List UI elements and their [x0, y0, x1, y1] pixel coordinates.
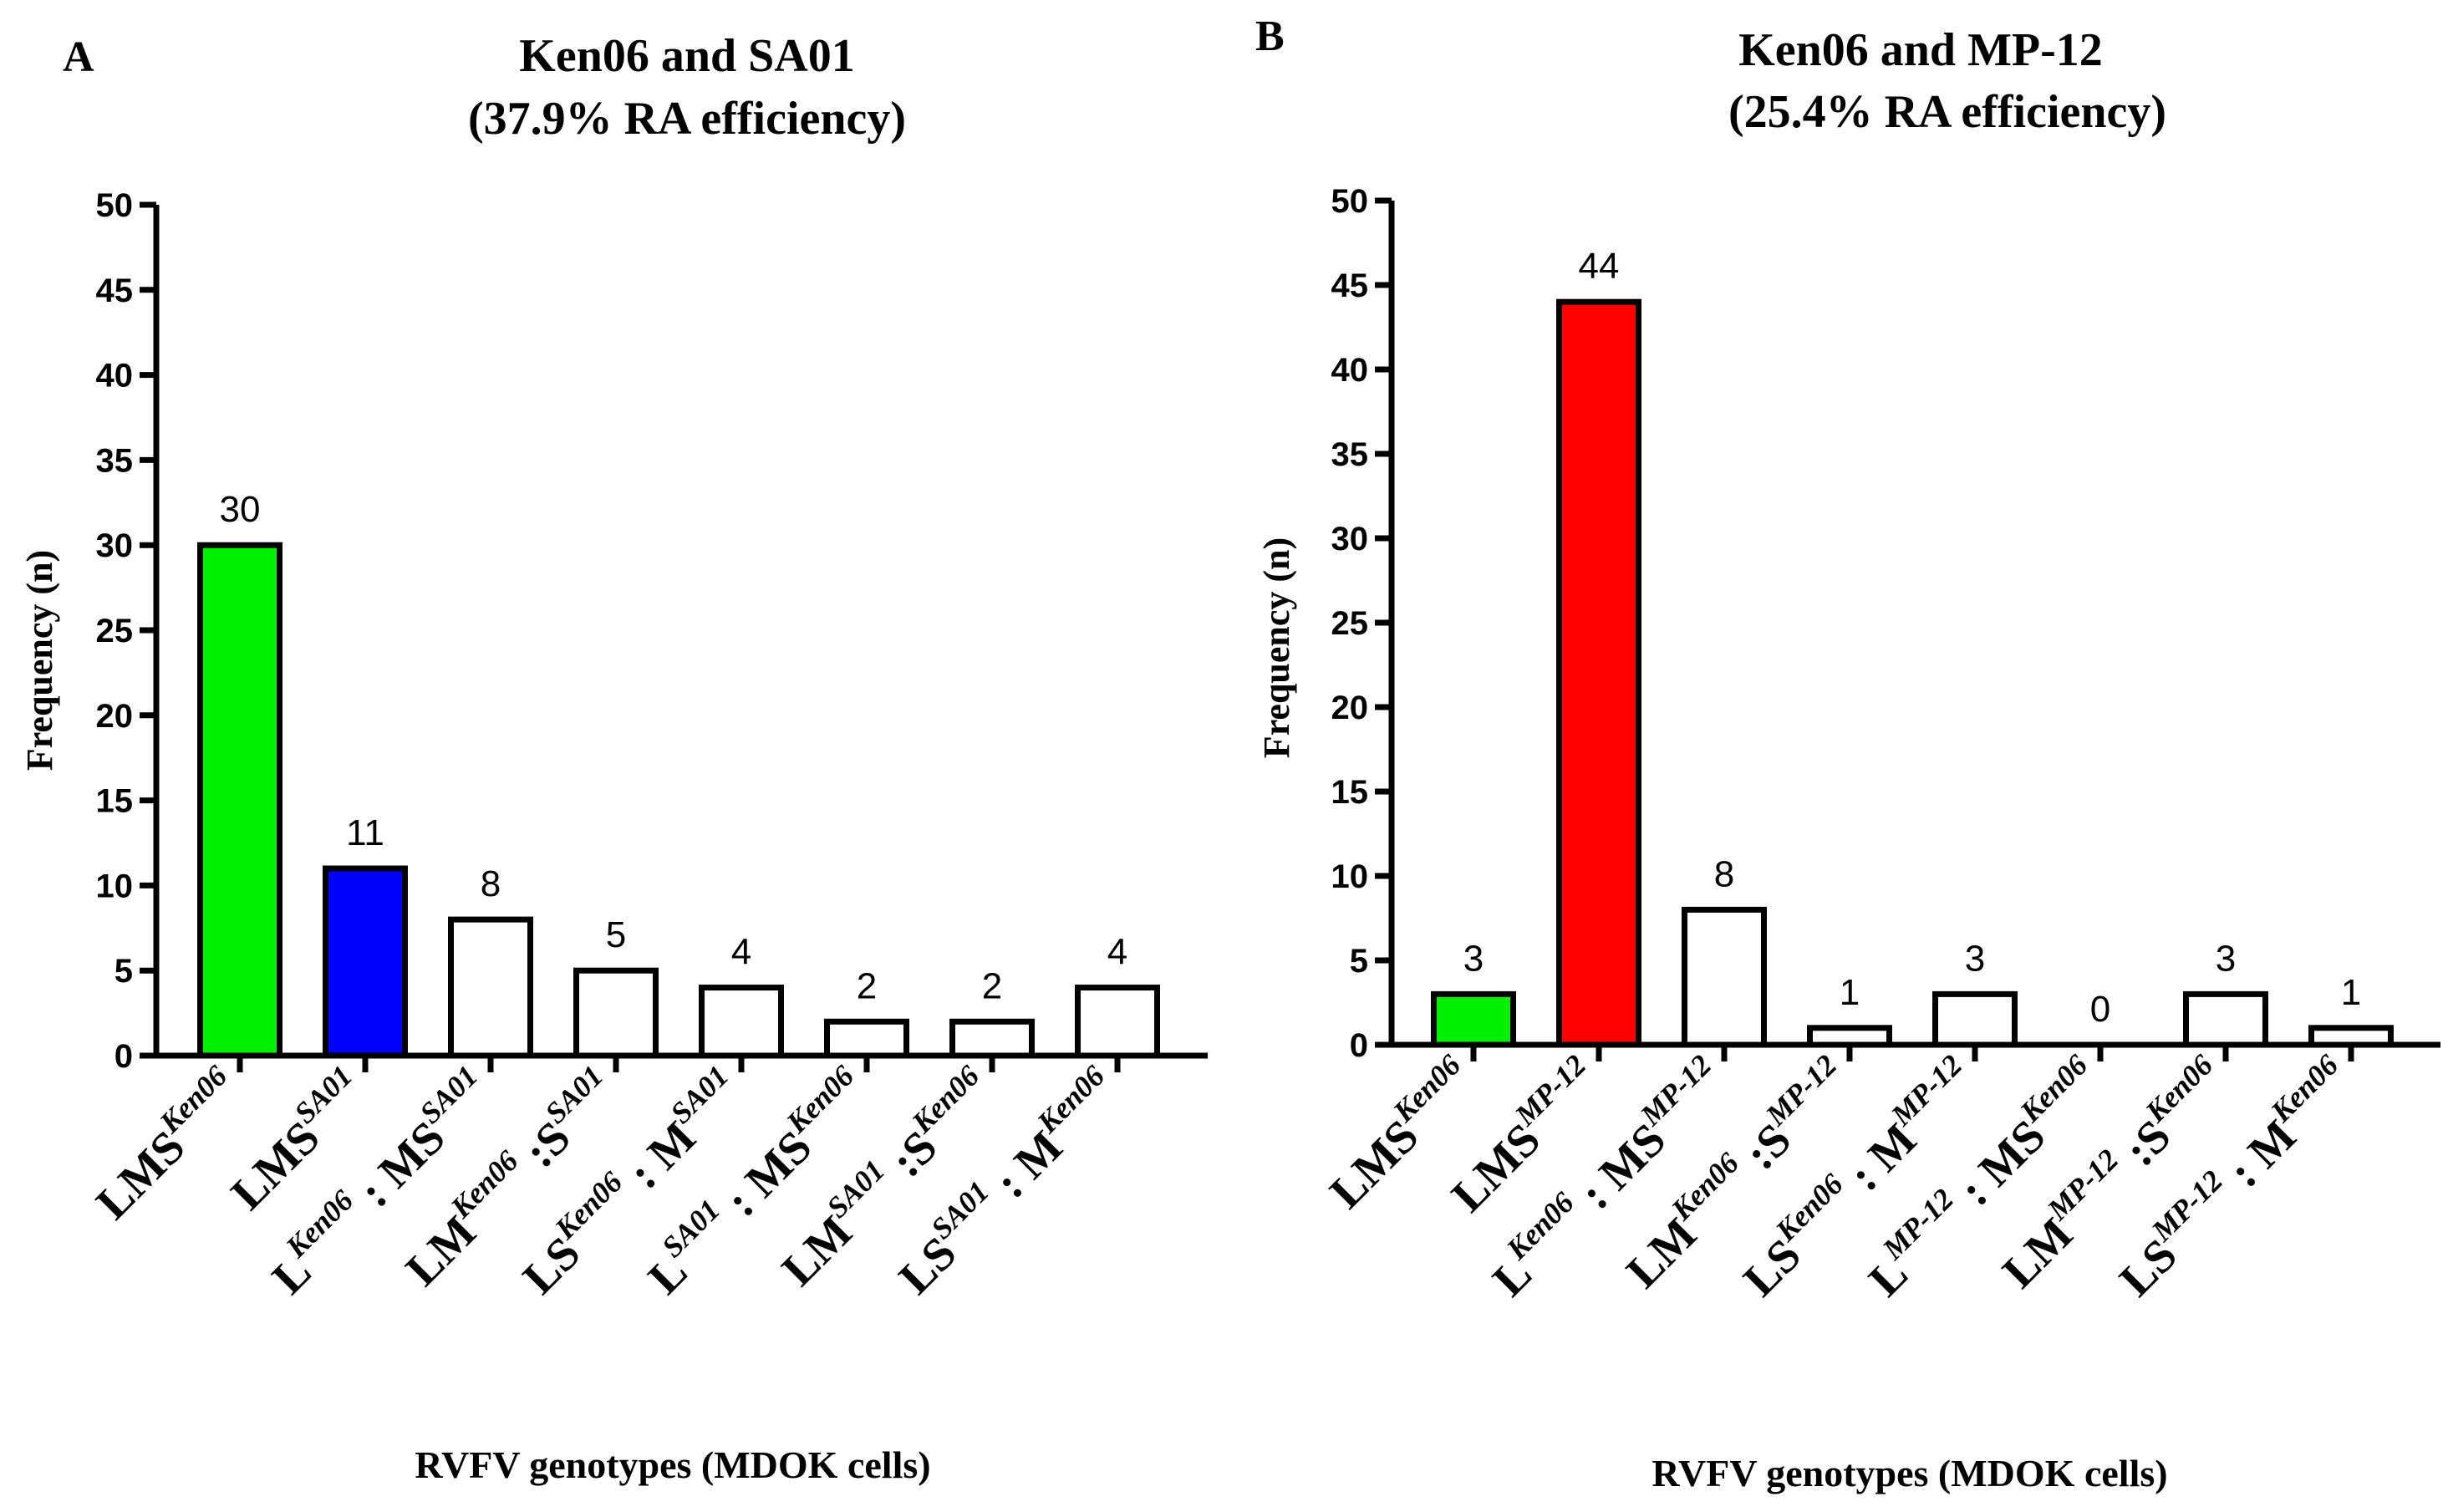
data-label: 1 — [2341, 972, 2361, 1013]
y-tick-label: 0 — [1350, 1027, 1368, 1064]
data-label: 2 — [982, 965, 1002, 1006]
chart-title-line-2: (37.9% RA efficiency) — [468, 93, 906, 145]
y-tick-label: 20 — [96, 698, 134, 735]
x-axis-label: RVFV genotypes (MDOK cells) — [415, 1443, 930, 1486]
data-label: 1 — [1840, 972, 1860, 1013]
y-tick-label: 25 — [1331, 605, 1369, 642]
panel-b: B Ken06 and MP-12 (25.4% RA efficiency) … — [1255, 13, 2440, 1494]
bar — [824, 1018, 909, 1059]
y-tick-label: 35 — [1331, 436, 1369, 473]
value-labels: 30 11 8 5 4 2 2 4 — [220, 489, 1128, 1006]
y-tick-label: 30 — [96, 527, 134, 564]
data-label: 4 — [1107, 932, 1127, 973]
axes — [1388, 201, 2440, 1048]
bar — [1932, 990, 2018, 1048]
x-axis-label: RVFV genotypes (MDOK cells) — [1652, 1452, 2167, 1494]
y-tick-label: 10 — [1331, 858, 1369, 895]
y-tick-label: 15 — [96, 783, 134, 820]
x-tick-label: LMSKen06 — [81, 1059, 252, 1229]
y-tick-label: 5 — [115, 953, 133, 990]
axes — [153, 205, 1208, 1059]
y-tick-label: 15 — [1331, 774, 1369, 811]
data-label: 0 — [2090, 989, 2110, 1030]
y-tick-label: 5 — [1350, 943, 1368, 980]
data-label: 3 — [1463, 938, 1484, 979]
bars — [1431, 298, 2394, 1048]
y-tick-label: 35 — [96, 442, 134, 479]
y-tick-label: 45 — [1331, 267, 1369, 304]
data-label: 3 — [1965, 938, 1985, 979]
bar — [2183, 990, 2268, 1048]
data-label: 11 — [346, 812, 384, 853]
bar — [699, 985, 784, 1059]
y-tick-label: 10 — [96, 868, 134, 904]
data-label: 4 — [731, 932, 751, 973]
data-label: 2 — [857, 965, 877, 1006]
panel-a: A Ken06 and SA01 (37.9% RA efficiency) F… — [19, 30, 1208, 1486]
panel-letter: A — [63, 33, 94, 81]
panel-letter: B — [1255, 13, 1285, 60]
y-axis-ticks: 0 5 10 15 20 25 30 35 40 45 50 — [96, 187, 156, 1075]
bar — [1556, 298, 1641, 1048]
bars — [197, 542, 1160, 1059]
chart-title-line-1: Ken06 and MP-12 — [1738, 24, 2103, 76]
data-label: 8 — [481, 863, 501, 904]
chart-title-line-1: Ken06 and SA01 — [519, 30, 854, 82]
chart-title-line-2: (25.4% RA efficiency) — [1728, 86, 2166, 138]
y-tick-label: 40 — [1331, 352, 1369, 389]
y-tick-label: 0 — [115, 1038, 133, 1075]
data-label: 5 — [606, 914, 626, 955]
bar — [1682, 906, 1767, 1048]
y-tick-label: 30 — [1331, 521, 1369, 557]
y-tick-label: 20 — [1331, 690, 1369, 726]
y-tick-label: 45 — [96, 272, 134, 309]
y-tick-label: 50 — [96, 187, 134, 224]
data-label: 44 — [1579, 246, 1620, 287]
y-tick-label: 50 — [1331, 183, 1369, 220]
data-label: 3 — [2216, 938, 2236, 979]
y-axis-label: Frequency (n) — [1256, 537, 1297, 758]
bar — [448, 916, 533, 1059]
bar — [573, 967, 659, 1059]
y-tick-label: 25 — [96, 613, 134, 649]
bar — [323, 865, 408, 1059]
bar — [197, 542, 282, 1059]
y-tick-label: 40 — [96, 358, 134, 395]
value-labels: 3 44 8 1 3 0 3 1 — [1463, 246, 2361, 1030]
bar — [1431, 990, 1516, 1048]
data-label: 8 — [1714, 853, 1734, 894]
data-label: 30 — [220, 489, 261, 530]
y-axis-ticks: 0 5 10 15 20 25 30 35 40 45 50 — [1331, 183, 1392, 1064]
y-axis-label: Frequency (n) — [19, 550, 60, 771]
bar — [1075, 985, 1160, 1059]
bar — [949, 1018, 1035, 1059]
